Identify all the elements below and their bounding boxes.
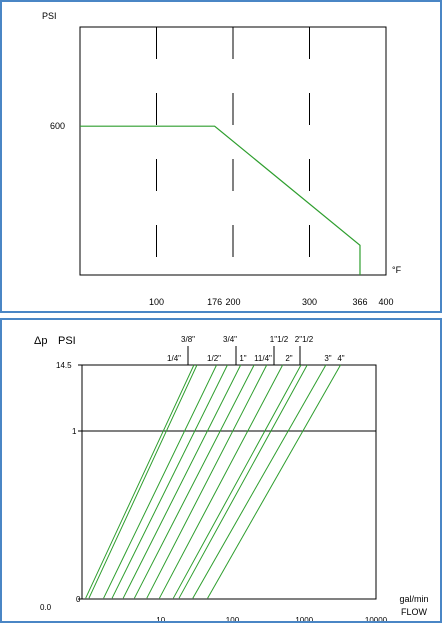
origin-label: 0.0 — [40, 603, 52, 612]
x-tick-label-400: 400 — [378, 297, 393, 307]
x-tick-label-300: 300 — [302, 297, 317, 307]
size-label: 1" — [239, 354, 246, 363]
size-label: 3/8" — [181, 335, 195, 344]
y-axis-label: PSI — [42, 11, 57, 21]
plot-frame — [81, 364, 377, 600]
series-line-2 — [88, 364, 198, 599]
temperature-pressure-chart: PSI 600 °F 100 176 200 300 366 400 — [42, 11, 402, 307]
x-axis-label: gal/min — [399, 594, 428, 604]
flow-pressure-drop-chart: 3/8" 3/4" 1"1/2 2"1/2 1/4" 1/2" 1" 11/4" 2" 3" 4" Δ… — [34, 335, 429, 621]
size-label: 2" — [285, 354, 292, 363]
series-line-6 — [133, 364, 255, 599]
series-line-1 — [85, 364, 195, 599]
x-axis-label: °F — [392, 265, 402, 275]
x-tick-label-10: 10 — [156, 616, 165, 621]
y-axis-delta-label: Δp — [34, 335, 47, 347]
size-label: 3" — [324, 354, 331, 363]
flow-pressure-drop-panel: 3/8" 3/4" 1"1/2 2"1/2 1/4" 1/2" 1" 11/4" 2" 3" 4" Δ… — [0, 318, 442, 623]
x-axis-label-flow: FLOW — [401, 607, 428, 617]
y-tick-label-0: 0 — [76, 595, 81, 604]
x-tick-label-10000: 10000 — [365, 616, 388, 621]
temperature-pressure-panel: PSI 600 °F 100 176 200 300 366 400 — [0, 0, 442, 313]
series-line-5 — [122, 364, 242, 599]
size-label: 1/2" — [207, 354, 221, 363]
x-tick-label-1000: 1000 — [295, 616, 313, 621]
x-tick-label-366: 366 — [352, 297, 367, 307]
series-line-8 — [159, 364, 284, 599]
y-tick-label-14-5: 14.5 — [56, 361, 72, 370]
size-label: 3/4" — [223, 335, 237, 344]
size-label: 11/4" — [254, 354, 272, 363]
x-tick-label-100: 100 — [226, 616, 240, 621]
series-line-7 — [146, 364, 268, 599]
size-label: 2"1/2 — [295, 335, 314, 344]
series-line-9 — [172, 364, 302, 599]
series-line-max-pressure — [80, 125, 361, 275]
size-label: 1"1/2 — [270, 335, 289, 344]
x-tick-label-200: 200 — [225, 297, 240, 307]
series-line-10 — [178, 364, 308, 599]
y-tick-label-600: 600 — [50, 121, 65, 131]
y-axis-label: PSI — [58, 335, 76, 347]
x-tick-label-176: 176 — [207, 297, 222, 307]
series-line-4 — [111, 364, 228, 599]
size-label: 1/4" — [167, 354, 181, 363]
size-label: 4" — [337, 354, 344, 363]
series-line-3 — [103, 364, 218, 599]
series-line-12 — [207, 364, 341, 599]
x-tick-label-100: 100 — [149, 297, 164, 307]
y-tick-label-1: 1 — [72, 427, 77, 436]
series-line-11 — [192, 364, 327, 599]
